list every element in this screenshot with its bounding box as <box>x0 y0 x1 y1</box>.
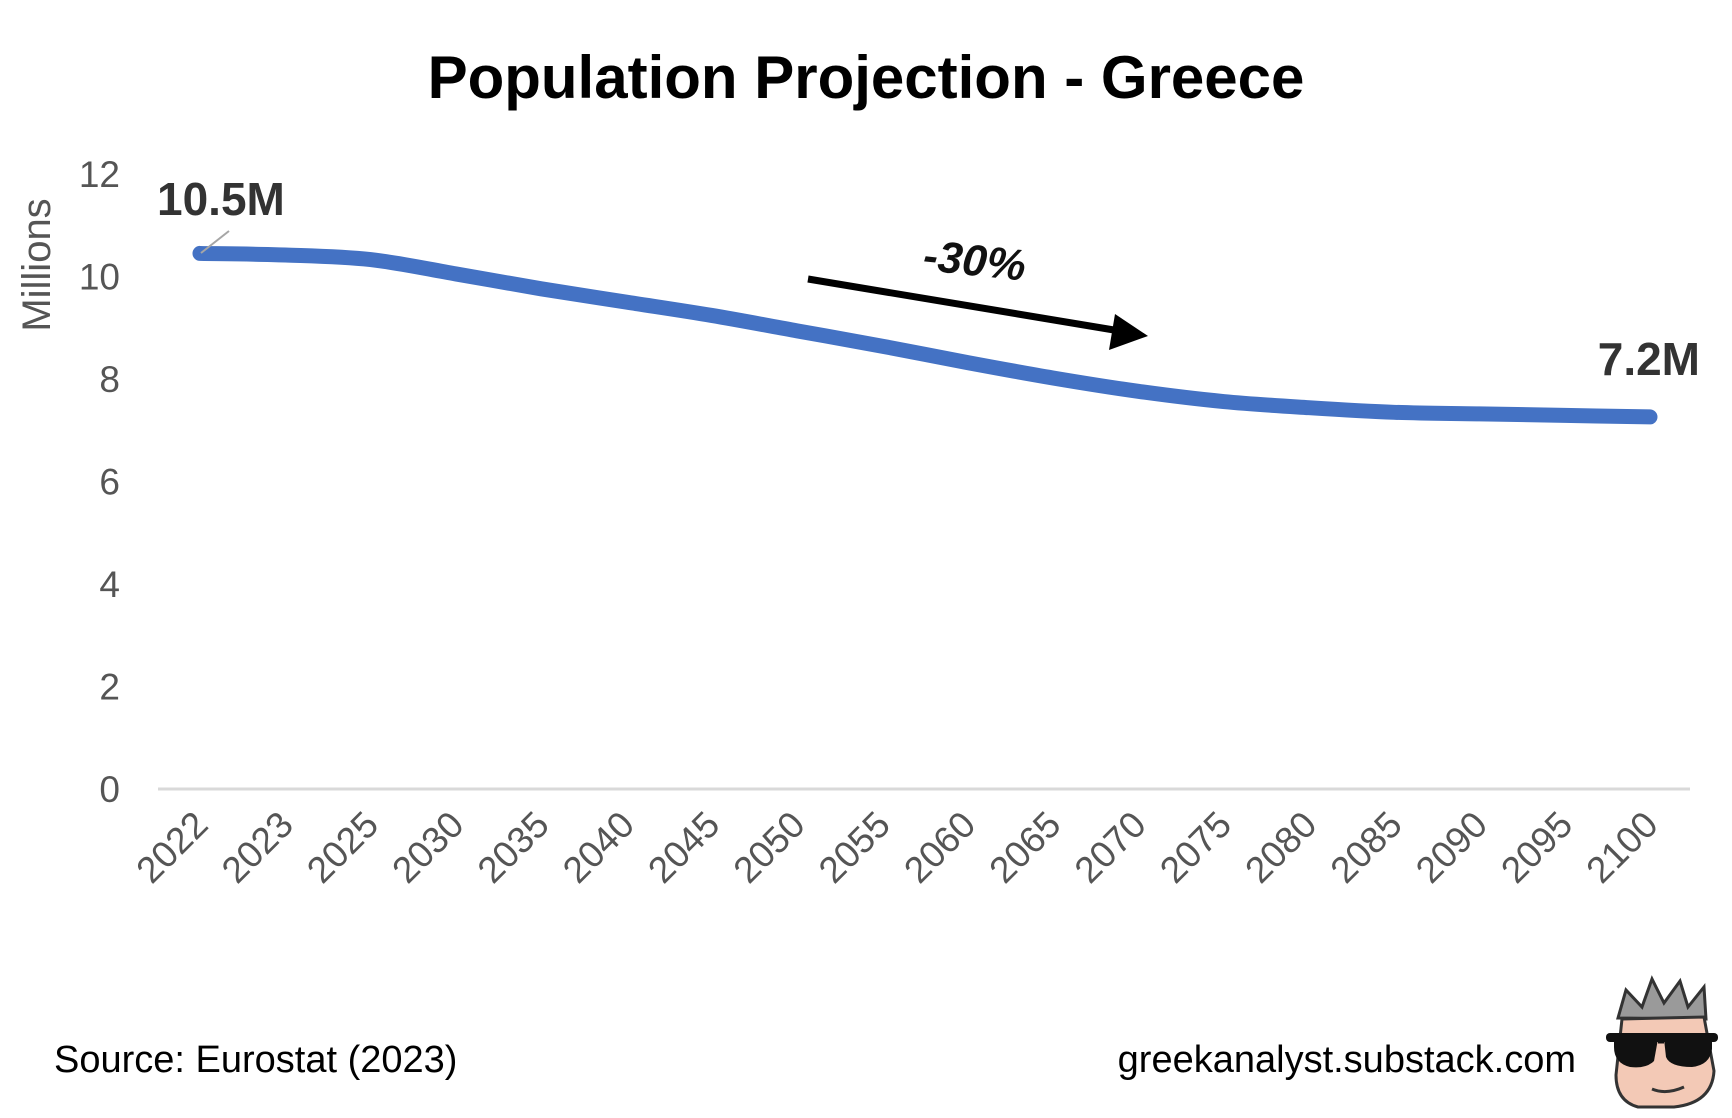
x-tick-label: 2100 <box>1578 804 1665 891</box>
x-tick-label: 2035 <box>470 804 557 891</box>
x-tick-label: 2022 <box>128 804 215 891</box>
x-tick-label: 2095 <box>1493 804 1580 891</box>
y-tick-label: 0 <box>99 769 120 810</box>
x-tick-label: 2060 <box>896 804 983 891</box>
y-tick-label: 8 <box>99 359 120 400</box>
start-value-label: 10.5M <box>157 173 285 225</box>
x-tick-label: 2045 <box>640 804 727 891</box>
y-axis-label: Millions <box>15 198 59 331</box>
decline-percentage-label: -30% <box>921 231 1028 290</box>
x-tick-label: 2065 <box>981 804 1068 891</box>
x-tick-label: 2040 <box>555 804 642 891</box>
x-tick-label: 2085 <box>1323 804 1410 891</box>
x-axis-ticks: 2022202320252030203520402045205020552060… <box>128 804 1665 891</box>
x-tick-label: 2055 <box>811 804 898 891</box>
sunglasses-avatar-icon <box>1606 975 1718 1109</box>
x-tick-label: 2023 <box>214 804 301 891</box>
x-tick-label: 2050 <box>726 804 813 891</box>
y-tick-label: 2 <box>99 667 120 708</box>
y-tick-label: 12 <box>79 154 120 195</box>
y-tick-label: 4 <box>99 564 120 605</box>
y-axis-ticks: 0 2 4 6 8 10 12 <box>79 154 120 810</box>
y-tick-label: 6 <box>99 462 120 503</box>
x-tick-label: 2025 <box>299 804 386 891</box>
end-value-label: 7.2M <box>1598 333 1700 385</box>
x-tick-label: 2070 <box>1067 804 1154 891</box>
start-label-leader <box>200 230 230 254</box>
x-tick-label: 2080 <box>1237 804 1324 891</box>
site-url: greekanalyst.substack.com <box>1118 1039 1576 1081</box>
chart-title: Population Projection - Greece <box>428 44 1305 111</box>
series-line-population <box>192 245 1658 425</box>
x-tick-label: 2090 <box>1408 804 1495 891</box>
decline-arrow <box>807 275 1148 350</box>
x-tick-label: 2030 <box>384 804 471 891</box>
x-tick-label: 2075 <box>1152 804 1239 891</box>
y-tick-label: 10 <box>79 257 120 298</box>
source-note: Source: Eurostat (2023) <box>54 1039 457 1081</box>
